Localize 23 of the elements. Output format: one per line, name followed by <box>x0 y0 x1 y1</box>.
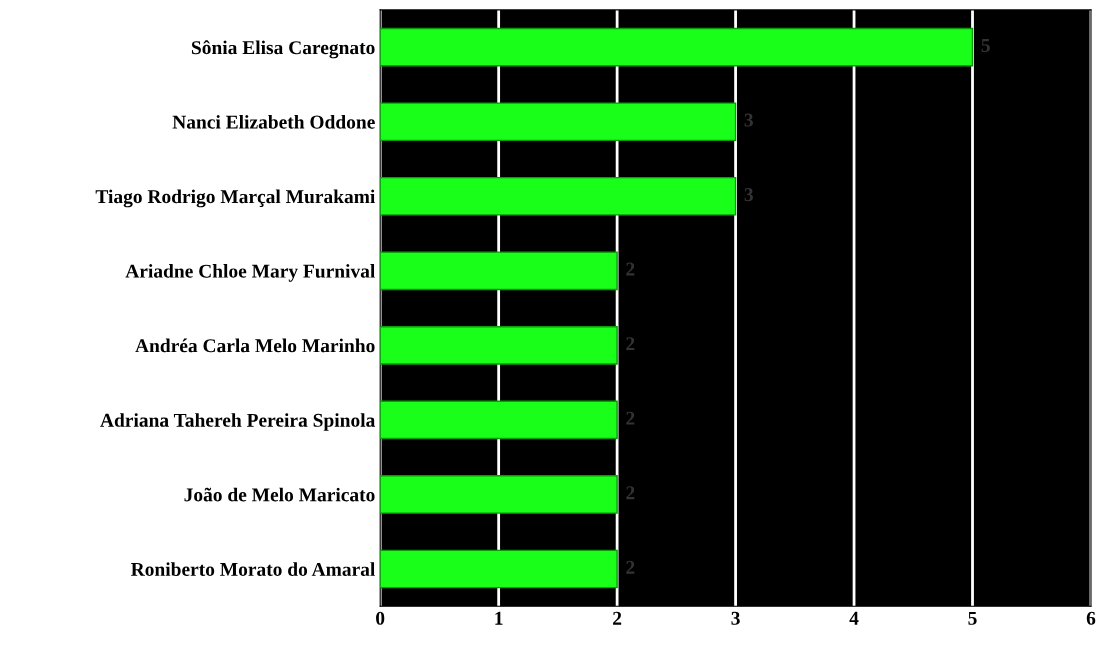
bar <box>380 400 618 440</box>
y-tick-label: Ariadne Chloe Mary Furnival <box>125 264 375 282</box>
y-tick-label: Sônia Elisa Caregnato <box>191 40 375 59</box>
y-tick-label: Tiago Rodrigo Marçal Murakami <box>95 189 376 208</box>
x-tick-label: 5 <box>968 611 977 625</box>
bar <box>380 102 737 142</box>
x-tick-label: 2 <box>613 611 622 625</box>
x-tick-label: 6 <box>1086 611 1096 625</box>
bar <box>380 475 618 514</box>
y-tick-label: João de Melo Maricato <box>184 487 375 502</box>
x-tick-label: 4 <box>849 611 859 625</box>
bar <box>380 326 618 365</box>
bar <box>380 27 974 67</box>
y-tick-label: Andréa Carla Melo Marinho <box>135 338 375 353</box>
bar <box>380 176 737 216</box>
y-tick-label: Roniberto Morato do Amaral <box>131 562 375 576</box>
y-tick-label: Nanci Elizabeth Oddone <box>172 114 375 129</box>
y-tick-label: Adriana Tahereh Pereira Spinola <box>100 413 376 431</box>
x-tick-label: 3 <box>731 611 740 625</box>
x-tick-label: 1 <box>495 611 503 625</box>
x-tick-label: 0 <box>376 611 385 625</box>
bar <box>380 251 618 291</box>
bar <box>380 549 618 589</box>
